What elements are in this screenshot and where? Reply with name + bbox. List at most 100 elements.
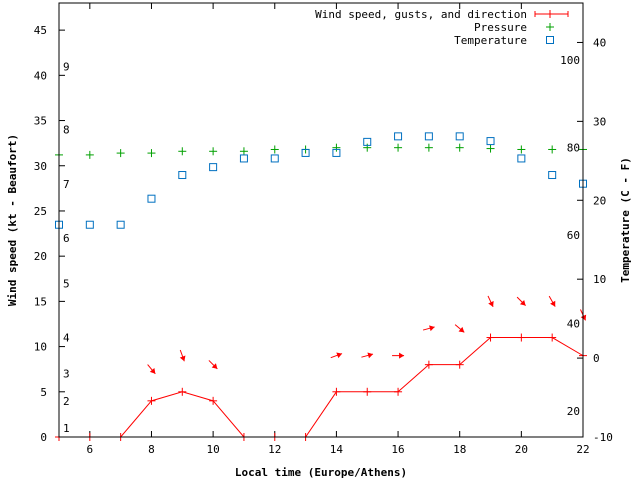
wind-arrow-head (149, 368, 156, 374)
y2-tick-label: 40 (593, 36, 606, 49)
wind-direction-arrow (516, 296, 526, 306)
temperature-point (424, 132, 433, 141)
pressure-point (517, 145, 526, 154)
temperature-point (486, 137, 495, 146)
pressure-point (424, 143, 433, 152)
pressure-point (363, 143, 372, 152)
wind-speed-line (59, 337, 584, 438)
pressure-point (239, 147, 248, 156)
wind-arrow-head (519, 299, 526, 306)
x-axis-label: Local time (Europe/Athens) (235, 466, 407, 479)
wind-point (424, 360, 433, 369)
pressure-point (394, 143, 403, 152)
wind-direction-arrow (487, 295, 494, 308)
wind-direction-arrow (422, 325, 435, 332)
temperature-point (147, 194, 156, 203)
temperature-point (209, 163, 218, 172)
x-tick-label: 8 (148, 443, 155, 456)
beaufort-label: 5 (63, 277, 70, 290)
x-tick-label: 22 (576, 443, 589, 456)
wind-point (517, 333, 526, 342)
wind-direction-arrow (147, 364, 156, 375)
y2-tick-label: 10 (593, 273, 606, 286)
y-tick-label: 20 (34, 250, 47, 263)
wind-arrow-head (179, 355, 186, 362)
wind-point (147, 396, 156, 405)
temperature-point (332, 148, 341, 157)
pressure-point (116, 149, 125, 158)
pressure-point (178, 147, 187, 156)
x-tick-label: 16 (391, 443, 404, 456)
y-tick-label: 40 (34, 69, 47, 82)
temperature-point (270, 154, 279, 163)
y-tick-label: 30 (34, 160, 47, 173)
wind-direction-arrow (179, 349, 186, 362)
x-tick-label: 12 (268, 443, 281, 456)
legend-label: Temperature (454, 34, 527, 47)
legend-label: Pressure (474, 21, 527, 34)
wind-arrow-head (336, 352, 343, 359)
wind-arrow-head (550, 300, 556, 307)
wind-point (394, 387, 403, 396)
y-tick-label: 45 (34, 24, 47, 37)
legend-temperature-marker (546, 36, 554, 44)
y-tick-label: 5 (40, 386, 47, 399)
axis-ticks: 6 8 10 12 14 16 18 20 22051015202530354045-10010… (34, 3, 613, 456)
legend-label: Wind speed, gusts, and direction (315, 8, 527, 21)
temperature-point (455, 132, 464, 141)
y2-axis-label: Temperature (C - F) (619, 157, 632, 283)
wind-arrow-head (367, 352, 374, 359)
temperature-point (548, 171, 557, 180)
temperature-point (301, 148, 310, 157)
y2-tick-label: 30 (593, 115, 606, 128)
wind-direction-arrow (330, 352, 343, 359)
wind-point (486, 333, 495, 342)
wind-direction-arrow (548, 295, 556, 307)
fahrenheit-label: 100 (560, 54, 580, 67)
pressure-point (486, 144, 495, 153)
pressure-point (455, 143, 464, 152)
wind-point (363, 387, 372, 396)
wind-point (178, 387, 187, 396)
pressure-point (85, 150, 94, 159)
pressure-point (147, 149, 156, 158)
y2-tick-label: 20 (593, 194, 606, 207)
series-layer (55, 10, 587, 441)
x-tick-label: 20 (515, 443, 528, 456)
fahrenheit-label: 40 (567, 317, 580, 330)
temperature-point (517, 154, 526, 163)
wind-arrow-head (399, 352, 405, 359)
x-tick-label: 18 (453, 443, 466, 456)
pressure-point (270, 145, 279, 154)
beaufort-label: 6 (63, 232, 70, 245)
beaufort-label: 9 (63, 60, 70, 73)
y-axis-label: Wind speed (kt - Beaufort) (6, 134, 19, 306)
temperature-point (363, 137, 372, 146)
y2-tick-label: 0 (593, 352, 600, 365)
wind-point (332, 387, 341, 396)
legend: Wind speed, gusts, and directionPressure… (315, 8, 569, 47)
temperature-point (239, 154, 248, 163)
wind-arrow-head (488, 301, 494, 307)
fahrenheit-label: 80 (567, 141, 580, 154)
beaufort-label: 3 (63, 368, 70, 381)
pressure-point (209, 147, 218, 156)
y-tick-label: 25 (34, 205, 47, 218)
temperature-point (85, 220, 94, 229)
beaufort-label: 1 (63, 422, 70, 435)
wind-direction-arrow (392, 352, 405, 359)
beaufort-label: 4 (63, 332, 70, 345)
wind-direction-arrow (208, 360, 218, 370)
wind-direction-arrow (454, 324, 465, 333)
y-tick-label: 35 (34, 115, 47, 128)
temperature-point (116, 220, 125, 229)
wind-arrow-head (429, 325, 435, 332)
y2-tick-label: -10 (593, 431, 613, 444)
y-tick-label: 15 (34, 295, 47, 308)
beaufort-label: 2 (63, 395, 70, 408)
beaufort-label: 7 (63, 178, 70, 191)
temperature-point (178, 171, 187, 180)
fahrenheit-label: 60 (567, 229, 580, 242)
wind-point (548, 333, 557, 342)
y-tick-label: 0 (40, 431, 47, 444)
